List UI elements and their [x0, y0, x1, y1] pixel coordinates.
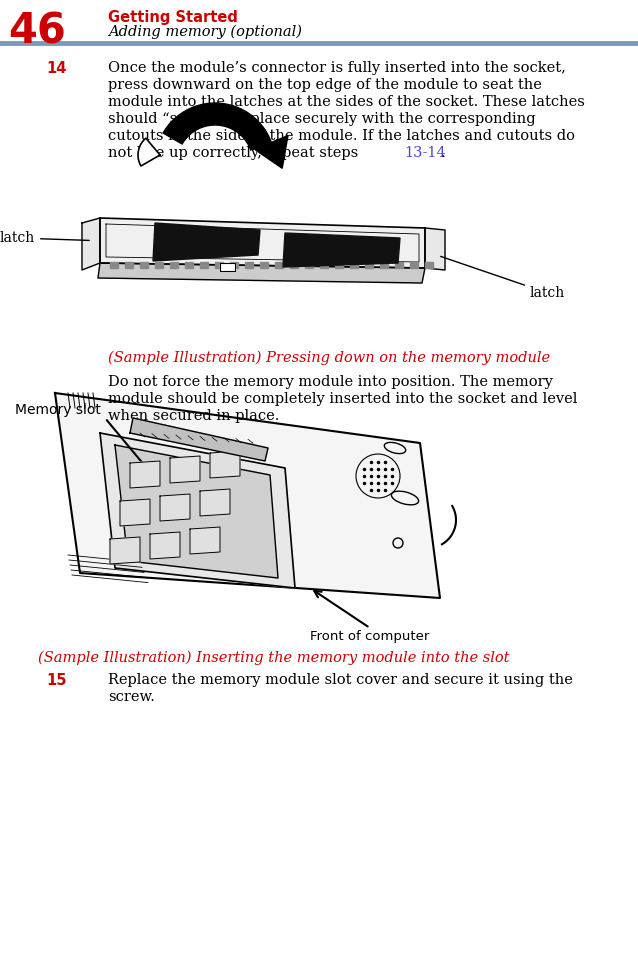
Polygon shape: [55, 393, 440, 598]
Polygon shape: [350, 262, 358, 268]
Polygon shape: [82, 218, 100, 270]
Polygon shape: [335, 262, 343, 268]
Polygon shape: [110, 262, 118, 268]
Polygon shape: [410, 262, 418, 268]
Polygon shape: [215, 262, 223, 268]
Text: should “snap” into place securely with the corresponding: should “snap” into place securely with t…: [108, 112, 536, 126]
Text: cutouts in the side of the module. If the latches and cutouts do: cutouts in the side of the module. If th…: [108, 129, 575, 143]
Text: not line up correctly, repeat steps: not line up correctly, repeat steps: [108, 146, 363, 160]
Text: when secured in place.: when secured in place.: [108, 409, 279, 423]
Polygon shape: [365, 262, 373, 268]
Polygon shape: [160, 494, 190, 521]
Text: (Sample Illustration) Pressing down on the memory module: (Sample Illustration) Pressing down on t…: [108, 351, 550, 366]
Polygon shape: [100, 433, 295, 588]
Polygon shape: [155, 262, 163, 268]
Polygon shape: [255, 135, 288, 168]
Polygon shape: [98, 263, 425, 283]
Polygon shape: [185, 262, 193, 268]
Polygon shape: [140, 262, 148, 268]
Text: screw.: screw.: [108, 690, 155, 704]
Polygon shape: [220, 263, 235, 271]
Text: .: .: [441, 146, 445, 160]
Text: Replace the memory module slot cover and secure it using the: Replace the memory module slot cover and…: [108, 673, 573, 687]
Text: press downward on the top edge of the module to seat the: press downward on the top edge of the mo…: [108, 78, 542, 92]
Text: module into the latches at the sides of the socket. These latches: module into the latches at the sides of …: [108, 95, 585, 109]
Polygon shape: [320, 262, 328, 268]
Polygon shape: [200, 262, 208, 268]
Polygon shape: [190, 527, 220, 554]
Text: Do not force the memory module into position. The memory: Do not force the memory module into posi…: [108, 375, 553, 389]
Polygon shape: [425, 228, 445, 270]
Polygon shape: [425, 262, 433, 268]
Polygon shape: [305, 262, 313, 268]
Polygon shape: [125, 262, 133, 268]
Polygon shape: [170, 456, 200, 483]
Polygon shape: [150, 532, 180, 559]
Polygon shape: [283, 233, 400, 267]
Text: latch: latch: [0, 231, 89, 245]
Text: module should be completely inserted into the socket and level: module should be completely inserted int…: [108, 392, 577, 406]
Text: Once the module’s connector is fully inserted into the socket,: Once the module’s connector is fully ins…: [108, 61, 566, 75]
Polygon shape: [210, 451, 240, 478]
Polygon shape: [120, 499, 150, 526]
Polygon shape: [130, 418, 268, 461]
Polygon shape: [115, 445, 278, 578]
Polygon shape: [290, 262, 298, 268]
Polygon shape: [260, 262, 268, 268]
Text: Memory slot: Memory slot: [15, 403, 101, 417]
Polygon shape: [230, 262, 238, 268]
Polygon shape: [163, 103, 271, 150]
Polygon shape: [275, 262, 283, 268]
Text: 14: 14: [46, 61, 66, 76]
Polygon shape: [110, 537, 140, 564]
Text: latch: latch: [441, 257, 565, 300]
Polygon shape: [200, 489, 230, 516]
Polygon shape: [153, 223, 260, 261]
Text: Getting Started: Getting Started: [108, 10, 238, 25]
Polygon shape: [130, 461, 160, 488]
Text: 15: 15: [46, 673, 66, 688]
Text: Adding memory (optional): Adding memory (optional): [108, 25, 302, 39]
Text: (Sample Illustration) Inserting the memory module into the slot: (Sample Illustration) Inserting the memo…: [38, 651, 510, 666]
Polygon shape: [245, 262, 253, 268]
Polygon shape: [138, 138, 160, 166]
Polygon shape: [380, 262, 388, 268]
Polygon shape: [170, 262, 178, 268]
Text: 46: 46: [8, 10, 66, 52]
Text: 13-14: 13-14: [404, 146, 446, 160]
Polygon shape: [395, 262, 403, 268]
Text: Front of computer: Front of computer: [310, 630, 429, 643]
Polygon shape: [100, 218, 425, 268]
